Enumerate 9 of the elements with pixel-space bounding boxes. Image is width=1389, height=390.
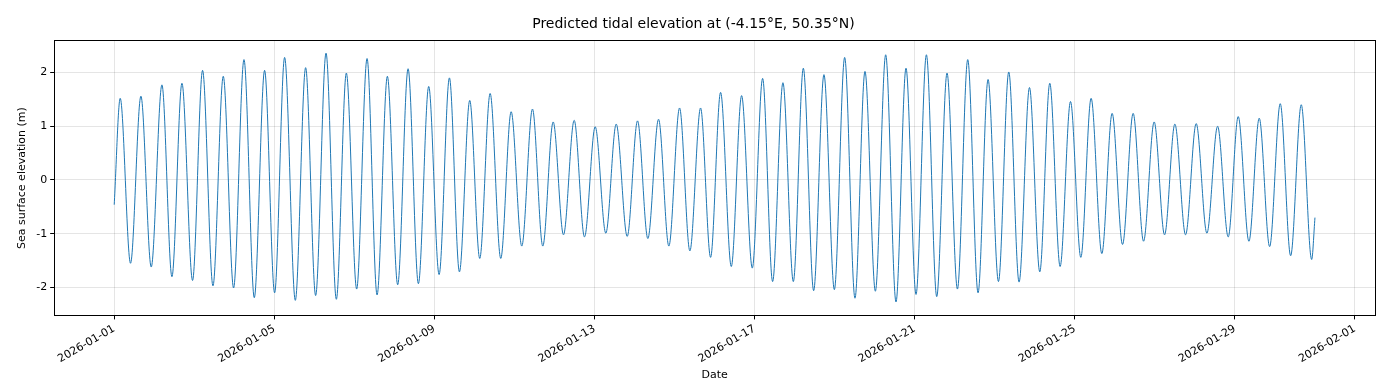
- y-tick-label: 2: [40, 65, 48, 79]
- y-tick-label: 1: [40, 119, 48, 133]
- x-axis-title: Date: [701, 368, 728, 382]
- y-tick-label: 0: [40, 172, 48, 186]
- chart-title: Predicted tidal elevation at (-4.15°E, 50.35°N): [532, 15, 855, 32]
- y-tick-label: -1: [36, 226, 48, 240]
- y-tick-label: -2: [36, 280, 48, 294]
- y-axis-title: Sea surface elevation (m): [15, 107, 29, 250]
- line-series: [113, 52, 1316, 303]
